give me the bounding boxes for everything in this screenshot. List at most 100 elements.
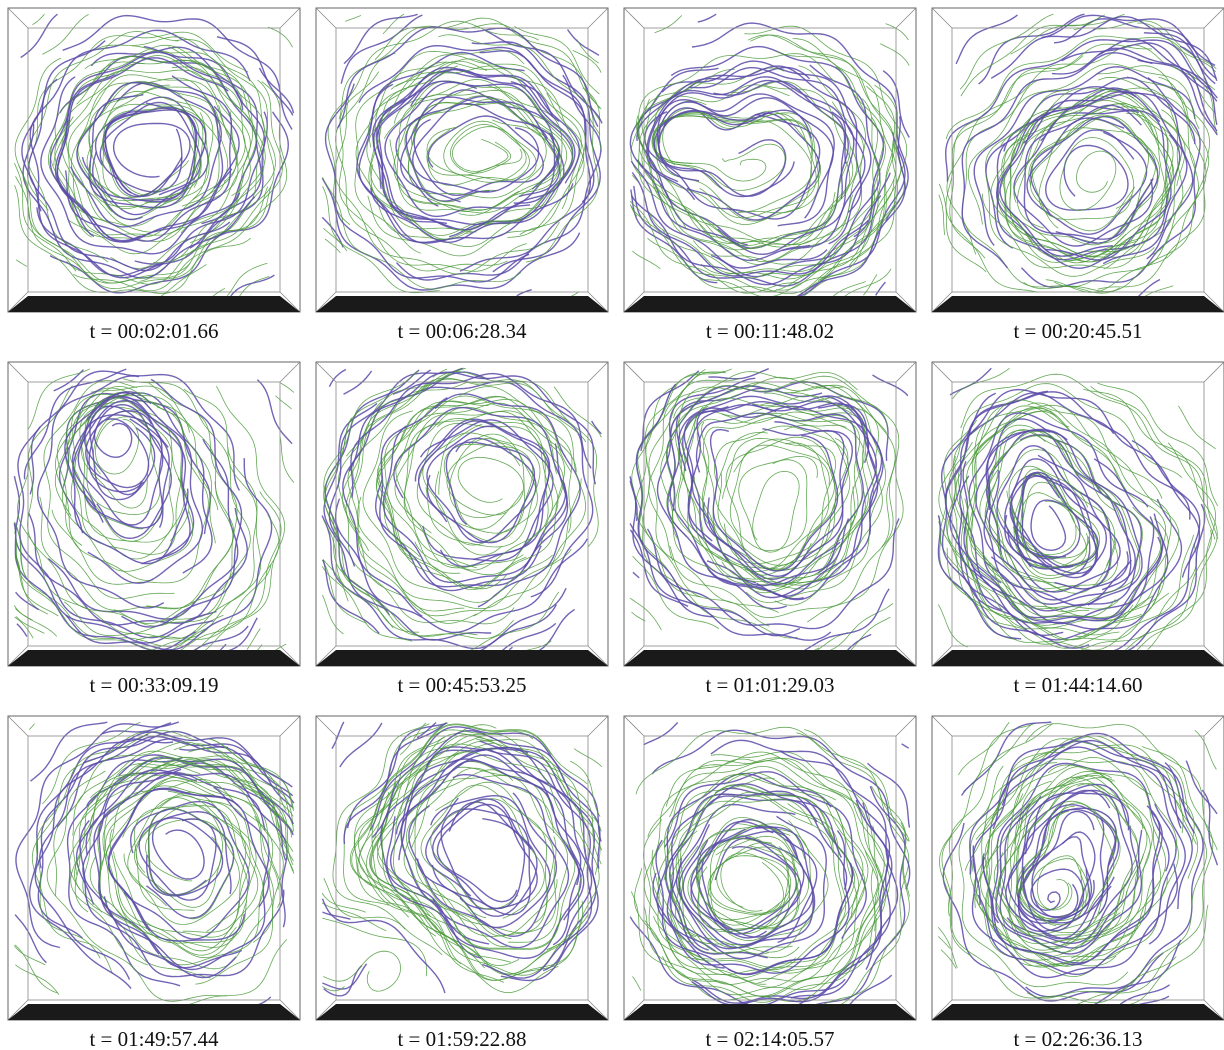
streamline	[1003, 132, 1169, 263]
streamline	[459, 386, 587, 617]
streamline	[432, 798, 533, 910]
streamline	[969, 839, 1179, 977]
streamline	[582, 87, 602, 152]
streamline	[394, 410, 536, 569]
streamline	[43, 380, 175, 600]
floor	[624, 296, 916, 312]
streamline	[27, 507, 248, 626]
streamline	[1054, 76, 1199, 288]
streamline	[1044, 129, 1135, 211]
streamline	[1142, 285, 1174, 299]
streamline	[1079, 543, 1198, 652]
streamline	[630, 160, 828, 269]
streamline	[77, 399, 169, 526]
streamline	[944, 391, 1191, 520]
streamline	[64, 62, 226, 238]
streamline	[961, 721, 1052, 796]
streamlines	[629, 368, 909, 652]
streamline	[14, 616, 34, 639]
streamline	[89, 756, 294, 833]
streamline	[432, 773, 570, 949]
streamline	[691, 22, 909, 222]
streamline	[985, 428, 1143, 606]
box-edge	[587, 291, 609, 313]
floor	[8, 296, 300, 312]
streamline	[346, 722, 448, 829]
streamline	[1025, 723, 1218, 851]
streamline	[105, 780, 237, 956]
box-edge	[587, 361, 609, 383]
streamline	[966, 405, 1090, 617]
streamline	[20, 13, 58, 59]
streamline	[665, 751, 885, 932]
streamline	[419, 380, 594, 598]
streamline	[985, 793, 1154, 967]
streamline	[188, 747, 294, 832]
streamline	[655, 839, 854, 976]
streamline	[396, 811, 600, 981]
streamline	[643, 758, 767, 985]
time-label: t = 01:01:29.03	[705, 673, 834, 697]
streamline	[323, 965, 363, 997]
streamline	[669, 459, 897, 619]
box-edge	[1203, 715, 1224, 737]
box-edge	[931, 361, 953, 383]
floor	[316, 296, 608, 312]
streamline	[729, 444, 830, 552]
streamline	[591, 420, 602, 435]
streamline	[378, 443, 565, 591]
panel: t = 01:49:57.44	[7, 715, 301, 1050]
streamline	[957, 399, 1163, 556]
streamline	[576, 39, 600, 64]
streamline	[127, 797, 247, 933]
streamline	[354, 782, 559, 994]
streamline	[982, 109, 1184, 269]
streamline	[343, 370, 373, 395]
streamline	[1109, 439, 1201, 653]
streamline	[177, 514, 280, 653]
streamline	[420, 419, 554, 562]
streamline	[279, 436, 295, 483]
streamline	[404, 95, 560, 203]
streamline	[961, 78, 1120, 294]
box-edge	[7, 999, 29, 1021]
streamline	[958, 721, 1010, 776]
streamline	[411, 775, 568, 943]
streamline	[1016, 103, 1173, 241]
streamline	[56, 738, 294, 828]
streamline	[426, 124, 530, 182]
streamline	[349, 723, 588, 886]
streamline	[482, 748, 593, 979]
streamline	[972, 739, 1182, 906]
streamline	[99, 778, 274, 943]
streamline	[516, 289, 532, 297]
streamline	[73, 396, 185, 542]
streamline	[1024, 99, 1174, 264]
streamline	[983, 429, 1141, 612]
streamline	[1026, 764, 1208, 999]
streamline	[937, 604, 968, 648]
streamline	[113, 382, 238, 625]
streamline	[593, 816, 602, 832]
streamline	[88, 87, 220, 210]
streamline	[681, 405, 850, 587]
streamline	[425, 797, 538, 917]
streamline	[985, 429, 1136, 591]
streamline	[637, 80, 836, 247]
streamline	[666, 783, 843, 952]
streamline	[323, 402, 492, 641]
streamline	[665, 380, 888, 541]
streamline	[226, 262, 268, 296]
box-edge	[7, 291, 29, 313]
streamline	[14, 944, 58, 994]
streamline	[343, 722, 447, 844]
panel: t = 00:45:53.25	[315, 361, 609, 697]
streamline	[1001, 746, 1186, 945]
streamline	[629, 597, 662, 631]
streamline	[1061, 42, 1218, 102]
streamline	[635, 383, 801, 637]
streamline	[63, 446, 258, 640]
streamline	[393, 406, 568, 568]
streamline	[871, 785, 910, 897]
